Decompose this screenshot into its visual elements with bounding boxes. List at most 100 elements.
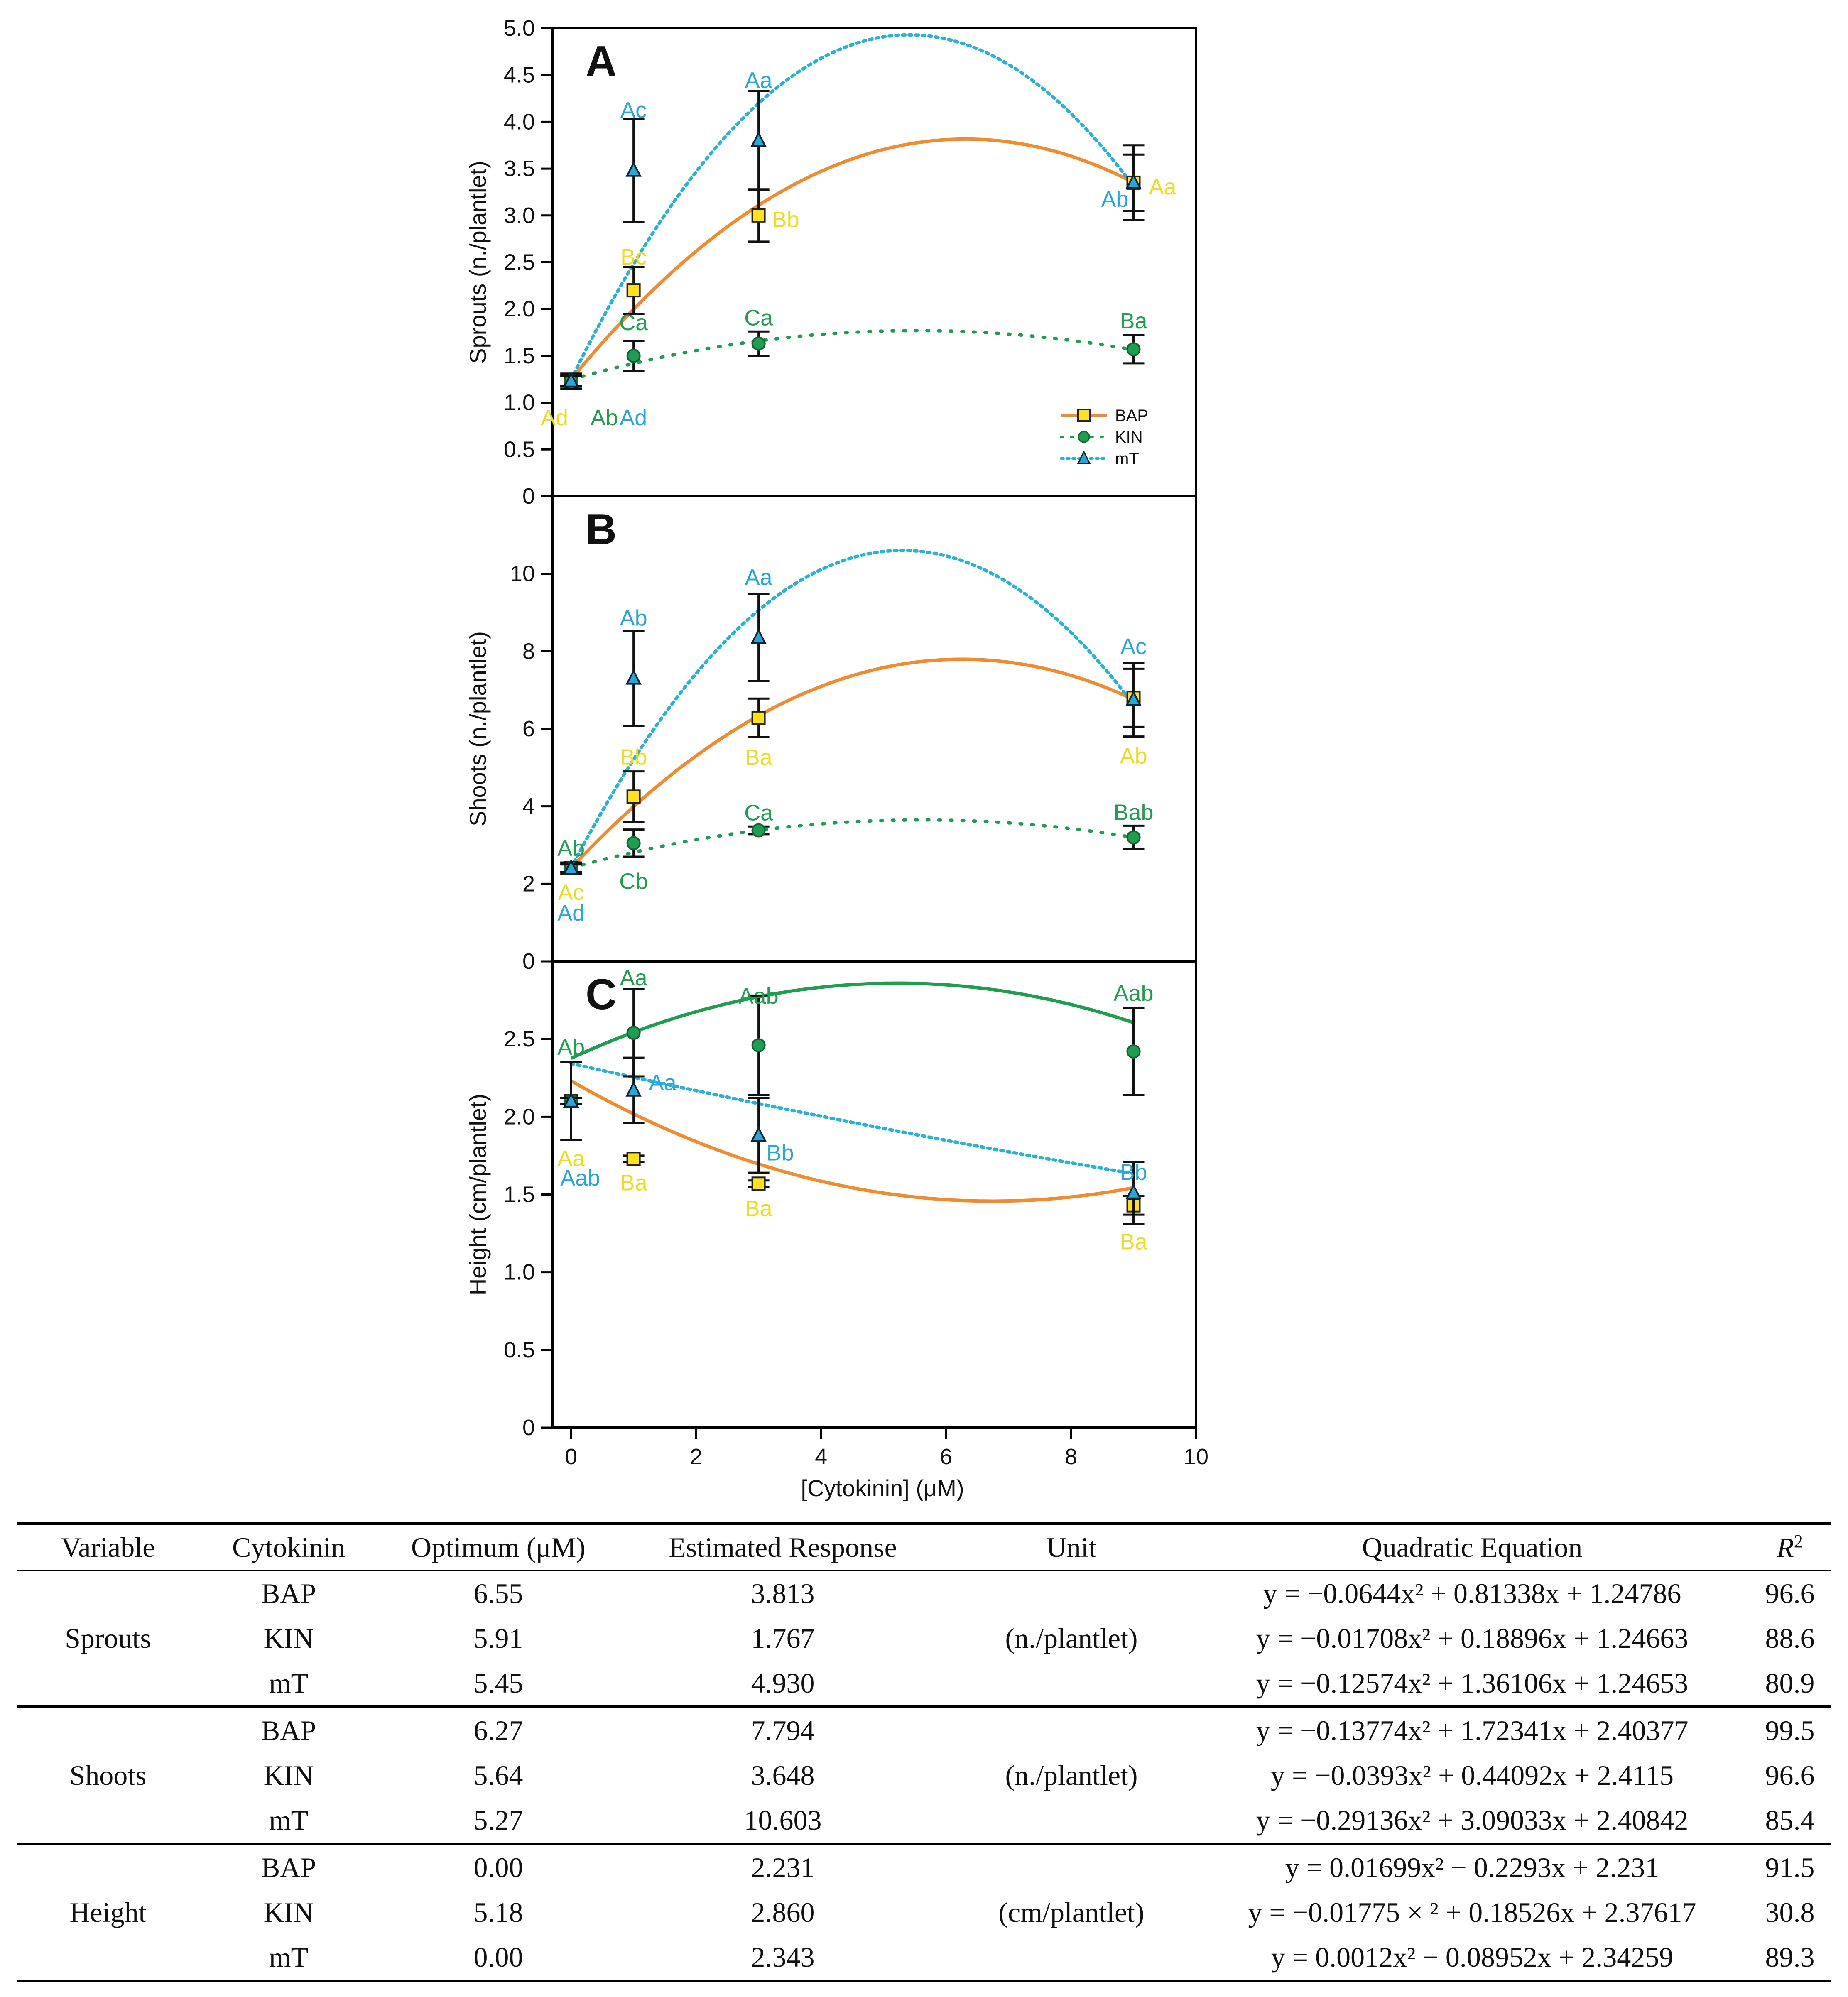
table-row: mT 0.00 2.343 y = 0.0012x² − 0.08952x + … <box>17 1935 1831 1981</box>
equation-cell: y = −0.01708x² + 0.18896x + 1.24663 <box>1256 1622 1689 1654</box>
equation-cell: y = 0.0012x² − 0.08952x + 2.34259 <box>1271 1941 1674 1973</box>
significance-label: Ca <box>744 801 773 826</box>
panel-letter: A <box>586 37 617 86</box>
cytokinin-cell: mT <box>269 1667 309 1699</box>
quadratic-results-table: Variable Cytokinin Optimum (μM) Estimate… <box>17 1522 1831 1982</box>
significance-label: Cb <box>619 869 648 894</box>
significance-label: Ac <box>1120 634 1147 659</box>
panel-letter: B <box>586 505 617 554</box>
legend-marker-mt <box>1077 450 1091 464</box>
y-tick-label: 4.0 <box>504 109 535 134</box>
optimum-cell: 5.27 <box>473 1804 523 1836</box>
marker-mt <box>1125 173 1142 189</box>
table-row: Shoots BAP 6.27 7.794 (n./plantlet) y = … <box>17 1707 1831 1791</box>
marker-kin <box>1126 830 1141 845</box>
header-r-squared: R2 <box>1748 1524 1831 1571</box>
x-tick-label: 4 <box>815 1444 827 1469</box>
cytokinin-cell: BAP <box>261 1577 316 1609</box>
marker-mt <box>1125 690 1142 706</box>
table-header-row: Variable Cytokinin Optimum (μM) Estimate… <box>17 1524 1831 1571</box>
variable-cell: Sprouts <box>65 1622 151 1654</box>
cytokinin-response-chart: 0 0.5 1.0 1.5 2.0 2.5 3.0 3.5 4.0 4.5 5.0 Sprouts (… <box>465 16 1208 1501</box>
r2-cell: 85.4 <box>1765 1804 1815 1836</box>
cytokinin-cell: KIN <box>263 1622 314 1654</box>
marker-mt <box>1125 1183 1142 1199</box>
significance-label: Aa <box>745 565 773 590</box>
equation-cell: y = −0.13774x² + 1.72341x + 2.40377 <box>1256 1714 1689 1746</box>
table-row: Sprouts BAP 6.55 3.813 (n./plantlet) y =… <box>17 1571 1831 1654</box>
marker-kin <box>751 1038 766 1053</box>
panel-frame <box>551 495 1197 963</box>
fit-curve-kin <box>570 981 1134 1060</box>
optimum-cell: 0.00 <box>473 1941 523 1973</box>
significance-label: Ad <box>557 901 585 926</box>
y-tick-label: 1.5 <box>504 1182 535 1207</box>
cytokinin-cell: BAP <box>261 1714 316 1746</box>
y-tick-label: 8 <box>522 639 535 664</box>
significance-label: Ab <box>591 405 618 430</box>
marker-mt <box>750 131 767 147</box>
header-cytokinin: Cytokinin <box>232 1531 346 1563</box>
y-axis-label: Height (cm/plantlet) <box>465 1094 491 1296</box>
fit-curve-mt <box>569 33 1135 381</box>
r2-cell: 80.9 <box>1765 1667 1815 1699</box>
y-tick-label: 4.5 <box>504 63 535 88</box>
optimum-cell: 6.27 <box>473 1714 523 1746</box>
marker-kin <box>626 1026 641 1040</box>
y-tick-label: 4 <box>522 794 535 819</box>
marker-bap <box>626 789 641 804</box>
table-row: mT 5.27 10.603 y = −0.29136x² + 3.09033x… <box>17 1798 1831 1844</box>
y-tick-label: 0.5 <box>504 437 535 462</box>
significance-label: Aab <box>560 1166 600 1191</box>
significance-label: Aab <box>1113 981 1153 1006</box>
significance-label: Bab <box>1113 800 1153 825</box>
unit-cell: (cm/plantlet) <box>998 1896 1145 1928</box>
table-row: mT 5.45 4.930 y = −0.12574x² + 1.36106x … <box>17 1661 1831 1707</box>
significance-label: Bc <box>620 245 647 270</box>
y-tick-label: 2.0 <box>504 1104 535 1129</box>
x-tick-label: 8 <box>1065 1444 1077 1469</box>
y-tick-label: 3.0 <box>504 203 535 228</box>
fit-curve-kin <box>569 329 1135 381</box>
unit-cell: (n./plantlet) <box>1005 1622 1138 1654</box>
significance-label: Aa <box>649 1071 677 1095</box>
fit-curve-bap <box>570 137 1135 381</box>
equation-cell: y = −0.0393x² + 0.44092x + 2.4115 <box>1270 1759 1674 1791</box>
significance-label: Aa <box>1149 174 1176 199</box>
equation-cell: y = 0.01699x² − 0.2293x + 2.231 <box>1285 1851 1659 1883</box>
response-cell: 1.767 <box>751 1622 815 1654</box>
significance-label: Ba <box>1120 1230 1147 1255</box>
y-tick-label: 0 <box>522 1415 535 1440</box>
response-cell: 2.231 <box>751 1851 815 1883</box>
marker-kin <box>626 348 641 363</box>
significance-label: Ad <box>620 405 647 430</box>
fit-curve-bap <box>570 657 1135 870</box>
legend-label: KIN <box>1115 428 1143 446</box>
marker-mt <box>625 1081 642 1097</box>
significance-label: Aa <box>745 68 773 93</box>
optimum-cell: 0.00 <box>473 1851 523 1883</box>
marker-bap <box>751 208 766 223</box>
panel-frame <box>551 27 1197 497</box>
y-tick-label: 3.5 <box>504 156 535 181</box>
significance-label: Ab <box>1120 743 1147 768</box>
optimum-cell: 5.45 <box>473 1667 523 1699</box>
marker-mt <box>563 859 579 875</box>
x-tick-label: 10 <box>1184 1444 1208 1469</box>
y-tick-label: 0 <box>522 484 535 509</box>
response-cell: 3.648 <box>751 1759 815 1791</box>
response-cell: 7.794 <box>751 1714 815 1746</box>
r-superscript: 2 <box>1794 1531 1803 1551</box>
header-variable: Variable <box>61 1531 155 1563</box>
significance-label: Ad <box>541 405 568 430</box>
marker-mt <box>563 372 579 387</box>
y-tick-label: 0 <box>522 949 535 974</box>
significance-label: Ba <box>620 1170 648 1195</box>
significance-label: Ac <box>558 880 584 905</box>
cytokinin-cell: mT <box>269 1804 309 1836</box>
marker-mt <box>563 1092 579 1108</box>
marker-kin <box>751 823 766 838</box>
optimum-cell: 5.64 <box>473 1759 523 1791</box>
significance-label: Ba <box>745 745 773 770</box>
significance-label: Ab <box>557 1035 585 1060</box>
